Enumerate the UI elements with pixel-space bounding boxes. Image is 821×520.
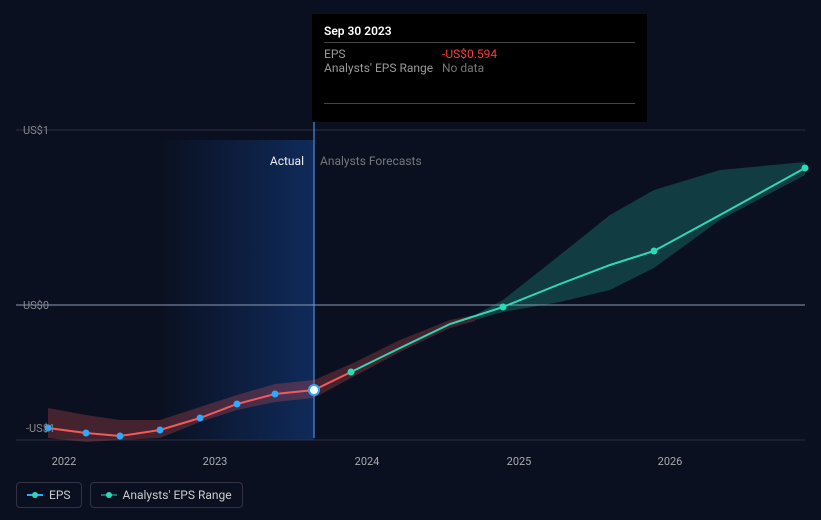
x-axis-label: 2022 [52,455,77,468]
legend-label: Analysts' EPS Range [123,488,232,502]
x-axis-label: 2023 [203,455,228,468]
tooltip-row: Analysts' EPS RangeNo data [324,61,635,75]
legend-item[interactable]: Analysts' EPS Range [90,482,243,508]
tooltip-title: Sep 30 2023 [324,24,635,43]
x-axis-label: 2026 [658,455,683,468]
legend-label: EPS [49,488,71,502]
legend-marker-icon [27,491,43,499]
legend: EPS Analysts' EPS Range [16,482,243,508]
y-axis-label: US$1 [23,124,49,137]
forecast-label: Analysts Forecasts [320,154,422,168]
tooltip-row-value: No data [442,61,484,75]
tooltip-row: EPS-US$0.594 [324,47,635,61]
x-axis-label: 2025 [507,455,532,468]
chart-container: Sep 30 2023 EPS-US$0.594Analysts' EPS Ra… [0,0,821,520]
y-axis-label: US$0 [23,299,49,312]
actual-label: Actual [270,154,304,168]
legend-marker-icon [101,491,117,499]
tooltip-row-value: -US$0.594 [442,47,497,61]
tooltip-row-label: Analysts' EPS Range [324,61,442,75]
tooltip-divider [324,103,635,104]
x-axis-label: 2024 [355,455,380,468]
tooltip-row-label: EPS [324,47,442,61]
y-axis-label: -US$1 [26,422,55,435]
tooltip: Sep 30 2023 EPS-US$0.594Analysts' EPS Ra… [312,14,647,122]
legend-item[interactable]: EPS [16,482,82,508]
